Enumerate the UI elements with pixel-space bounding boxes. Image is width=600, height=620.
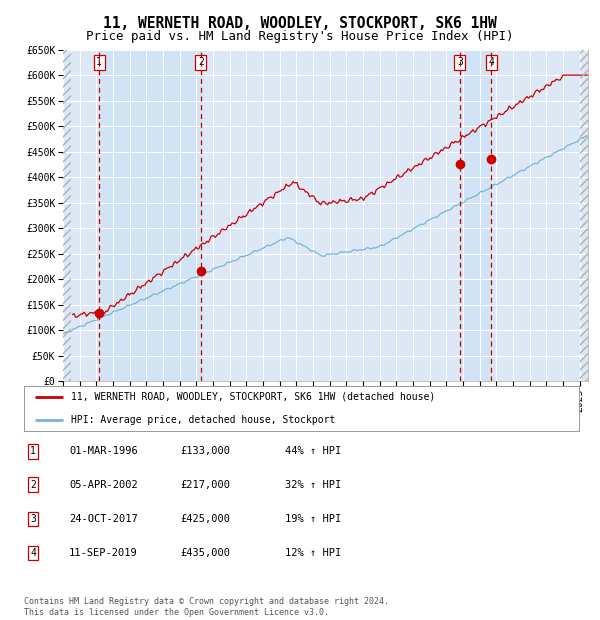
Bar [580,50,596,381]
Text: £435,000: £435,000 [180,548,230,558]
Text: 1: 1 [30,446,36,456]
Text: 11, WERNETH ROAD, WOODLEY, STOCKPORT, SK6 1HW: 11, WERNETH ROAD, WOODLEY, STOCKPORT, SK… [103,16,497,30]
Text: 19% ↑ HPI: 19% ↑ HPI [285,514,341,524]
Text: 12% ↑ HPI: 12% ↑ HPI [285,548,341,558]
Text: 44% ↑ HPI: 44% ↑ HPI [285,446,341,456]
Bar [460,50,491,381]
Text: 2: 2 [30,480,36,490]
Text: 11-SEP-2019: 11-SEP-2019 [69,548,138,558]
Text: HPI: Average price, detached house, Stockport: HPI: Average price, detached house, Stoc… [71,415,335,425]
Text: Contains HM Land Registry data © Crown copyright and database right 2024.
This d: Contains HM Land Registry data © Crown c… [24,598,389,617]
Text: £425,000: £425,000 [180,514,230,524]
Text: 05-APR-2002: 05-APR-2002 [69,480,138,490]
Text: 4: 4 [30,548,36,558]
Text: 3: 3 [30,514,36,524]
Bar [63,50,71,381]
Text: 11, WERNETH ROAD, WOODLEY, STOCKPORT, SK6 1HW (detached house): 11, WERNETH ROAD, WOODLEY, STOCKPORT, SK… [71,392,436,402]
Text: 3: 3 [457,58,463,68]
Text: 01-MAR-1996: 01-MAR-1996 [69,446,138,456]
Text: Price paid vs. HM Land Registry's House Price Index (HPI): Price paid vs. HM Land Registry's House … [86,30,514,43]
Text: 1: 1 [96,58,102,68]
Text: 24-OCT-2017: 24-OCT-2017 [69,514,138,524]
Bar [99,50,201,381]
Text: 2: 2 [198,58,204,68]
Text: £133,000: £133,000 [180,446,230,456]
Text: 4: 4 [488,58,494,68]
Text: £217,000: £217,000 [180,480,230,490]
Text: 32% ↑ HPI: 32% ↑ HPI [285,480,341,490]
